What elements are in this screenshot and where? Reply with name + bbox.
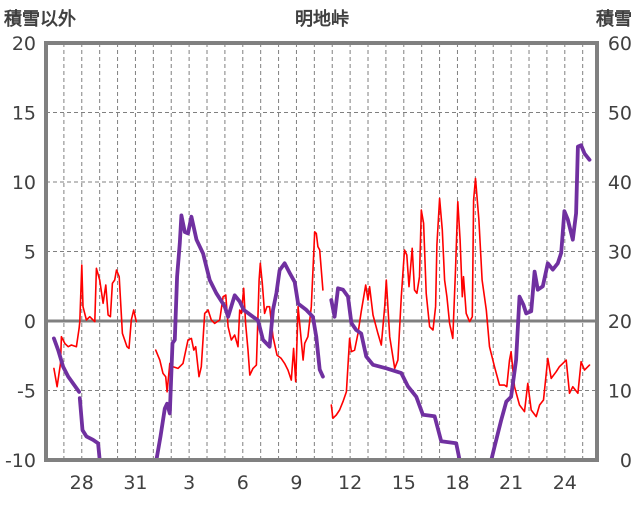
x-tick-label: 12	[338, 472, 362, 494]
series-line-right	[154, 213, 325, 462]
series-line-right	[52, 336, 81, 394]
series-line-right	[329, 143, 592, 462]
x-tick-label: 18	[445, 472, 469, 494]
series-line-left	[53, 264, 138, 388]
x-tick-label: 21	[499, 472, 523, 494]
gridlines	[46, 43, 597, 460]
x-tick-label: 28	[70, 472, 94, 494]
left-tick-label: 10	[12, 172, 36, 194]
x-tick-label: 24	[553, 472, 577, 494]
chart-title: 明地峠	[295, 8, 349, 30]
series-lines	[52, 143, 592, 462]
right-tick-label: 20	[608, 311, 632, 333]
right-tick-label: 50	[608, 103, 632, 125]
left-tick-label: 5	[24, 242, 36, 264]
left-tick-label: -5	[17, 381, 36, 403]
right-tick-label: 30	[608, 242, 632, 264]
plot-border	[44, 41, 599, 462]
tick-labels: -10 -5 0 5 10 15 20 0 10 20 30 40 50 60 28 31 3 6 9 12 15 18 2…	[5, 33, 632, 494]
right-tick-label: 60	[608, 33, 632, 55]
series-line-right	[77, 396, 139, 462]
x-tick-label: 6	[237, 472, 249, 494]
left-tick-label: -10	[5, 450, 36, 472]
x-tick-label: 15	[392, 472, 416, 494]
right-axis-label: 積雪	[595, 8, 632, 30]
series-line-left	[154, 231, 324, 393]
left-tick-label: 15	[12, 103, 36, 125]
x-tick-label: 3	[183, 472, 195, 494]
left-tick-label: 20	[12, 33, 36, 55]
right-tick-label: 0	[620, 450, 632, 472]
plot-frame	[44, 41, 599, 462]
series-line-left	[330, 177, 591, 420]
right-tick-label: 10	[608, 381, 632, 403]
x-tick-label: 31	[123, 472, 147, 494]
x-tick-label: 9	[290, 472, 302, 494]
left-axis-label: 積雪以外	[3, 8, 76, 30]
right-tick-label: 40	[608, 172, 632, 194]
left-tick-label: 0	[24, 311, 36, 333]
